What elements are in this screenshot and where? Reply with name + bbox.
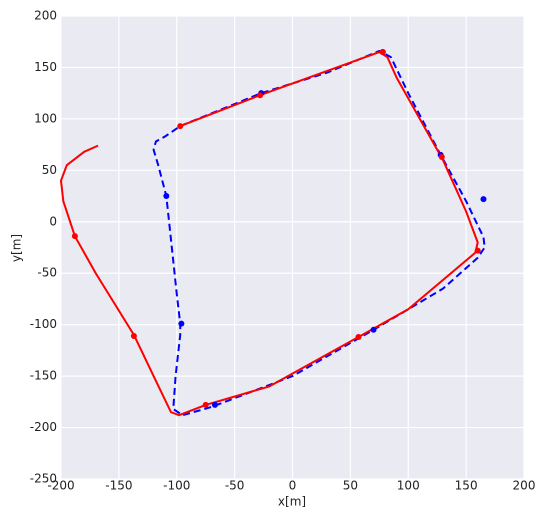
y-tick-label: 100	[34, 111, 57, 125]
trajectory	[60, 51, 479, 417]
x-tick-label: 50	[343, 479, 358, 493]
y-tick-label: -250	[30, 472, 57, 486]
y-tick-label: -150	[30, 369, 57, 383]
marker	[257, 92, 264, 99]
marker	[438, 153, 445, 160]
x-tick-label: 200	[513, 479, 536, 493]
y-tick-label: 50	[42, 163, 57, 177]
marker	[379, 49, 386, 56]
x-tick-label: 150	[455, 479, 478, 493]
y-tick-label: 200	[34, 9, 57, 23]
x-tick-label: 0	[289, 479, 297, 493]
x-tick-label: -100	[163, 479, 190, 493]
trajectory	[152, 49, 486, 417]
y-axis-label: y[m]	[10, 234, 24, 262]
marker	[130, 332, 137, 339]
x-axis-label: x[m]	[278, 495, 306, 509]
marker	[474, 247, 481, 254]
x-tick-label: -200	[47, 479, 74, 493]
marker	[370, 326, 377, 333]
y-tick-label: 0	[49, 214, 57, 228]
marker	[71, 233, 78, 240]
marker	[178, 320, 185, 327]
x-tick-label: -50	[225, 479, 245, 493]
x-tick-label: 100	[397, 479, 420, 493]
x-tick-label: -150	[105, 479, 132, 493]
marker	[177, 123, 184, 130]
y-tick-label: 150	[34, 60, 57, 74]
marker	[480, 196, 487, 203]
marker	[163, 193, 170, 200]
y-tick-label: -50	[37, 266, 57, 280]
y-tick-label: -100	[30, 317, 57, 331]
marker	[211, 401, 218, 408]
marker	[202, 401, 209, 408]
y-tick-label: -200	[30, 420, 57, 434]
marker	[355, 334, 362, 341]
